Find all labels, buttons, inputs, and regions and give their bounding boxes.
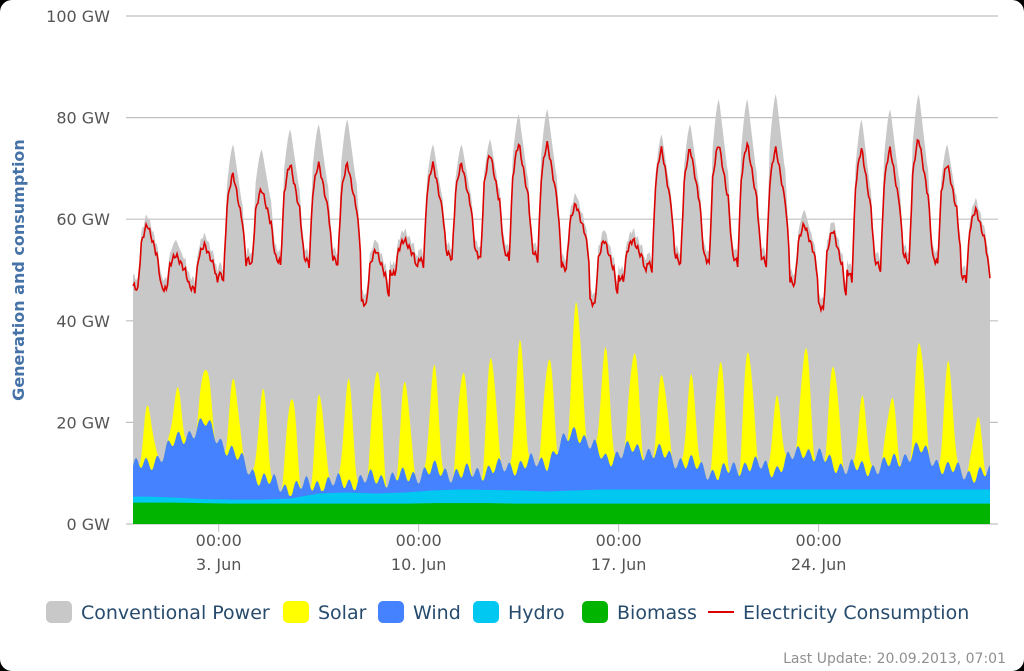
legend-label: Hydro [508,602,565,624]
y-tick-label: 80 GW [56,109,110,128]
legend-swatch [283,601,309,623]
y-tick-label: 40 GW [56,312,110,331]
legend-item[interactable]: Wind [378,601,461,624]
legend-item[interactable]: Electricity Consumption [708,602,969,624]
legend-swatch [473,601,499,623]
x-tick-date: 17. Jun [591,555,647,574]
legend-label: Biomass [617,602,697,624]
plot-areas [132,93,991,524]
x-tick-time: 00:00 [196,531,242,550]
legend-swatch [46,601,72,623]
y-tick-label: 100 GW [46,7,110,26]
legend-swatch [378,601,404,623]
y-tick-label: 20 GW [56,413,110,432]
biomass-area [133,502,990,524]
y-axis-label: Generation and consumption [9,139,28,401]
x-tick-date: 24. Jun [791,555,847,574]
x-axis-ticks: 00:00 3. Jun 00:00 10. Jun 00:00 17. Jun 00:00… [196,524,847,574]
x-tick-time: 00:00 [596,531,642,550]
last-update-text: Last Update: 20.09.2013, 07:01 [783,651,1006,667]
x-tick-time: 00:00 [396,531,442,550]
y-axis-ticks: 0 GW 20 GW 40 GW 60 GW 80 GW 100 GW [46,7,110,534]
legend-label: Conventional Power [81,602,270,624]
y-tick-label: 0 GW [67,515,111,534]
electricity-consumption-line [132,138,991,314]
x-tick-date: 10. Jun [391,555,447,574]
x-tick-time: 00:00 [796,531,842,550]
legend-item[interactable]: Biomass [582,601,697,624]
legend-item[interactable]: Hydro [473,601,565,624]
legend-label: Solar [318,602,367,624]
legend: Conventional Power Solar Wind Hydro Biomass E… [46,601,969,624]
legend-label: Electricity Consumption [743,602,969,624]
legend-swatch [582,601,608,623]
x-tick-date: 3. Jun [196,555,241,574]
legend-label: Wind [413,602,461,624]
y-tick-label: 60 GW [56,210,110,229]
legend-item[interactable]: Conventional Power [46,601,270,624]
legend-item[interactable]: Solar [283,601,367,624]
